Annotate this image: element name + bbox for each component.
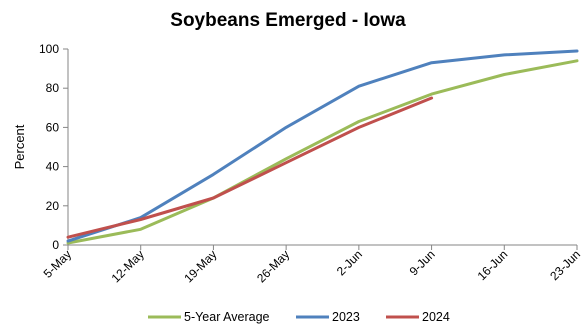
y-tick-label: 80 xyxy=(46,81,60,95)
series-line-1 xyxy=(66,49,579,243)
x-tick-label: 16-Jun xyxy=(475,247,511,283)
y-tick-label: 20 xyxy=(46,199,60,213)
y-tick-label: 60 xyxy=(46,120,60,134)
x-tick-label: 23-Jun xyxy=(547,247,583,283)
y-tick-label: 100 xyxy=(39,42,59,56)
series-lines xyxy=(66,49,579,245)
y-ticks: 0 20 40 60 80 100 xyxy=(39,42,68,252)
y-axis-label: Percent xyxy=(12,124,27,169)
series-line-0 xyxy=(66,59,579,245)
x-ticks: 5-May 12-May 19-May 26-May 2-Jun 9-Jun 16-Jun 2… xyxy=(41,245,583,285)
x-tick-label: 12-May xyxy=(109,247,147,285)
legend-label: 2024 xyxy=(422,310,450,324)
legend: 5-Year Average 2023 2024 xyxy=(148,310,450,324)
x-tick-label: 26-May xyxy=(254,247,292,285)
x-tick-label: 19-May xyxy=(181,247,219,285)
series-line-2 xyxy=(66,96,434,239)
legend-label: 5-Year Average xyxy=(184,310,270,324)
x-tick-label: 2-Jun xyxy=(334,247,365,278)
y-tick-label: 40 xyxy=(46,160,60,174)
x-tick-label: 5-May xyxy=(41,247,74,280)
y-tick-label: 0 xyxy=(52,238,59,252)
legend-label: 2023 xyxy=(332,310,360,324)
axes xyxy=(67,49,577,246)
chart-title: Soybeans Emerged - Iowa xyxy=(170,10,406,31)
x-tick-label: 9-Jun xyxy=(407,247,438,278)
